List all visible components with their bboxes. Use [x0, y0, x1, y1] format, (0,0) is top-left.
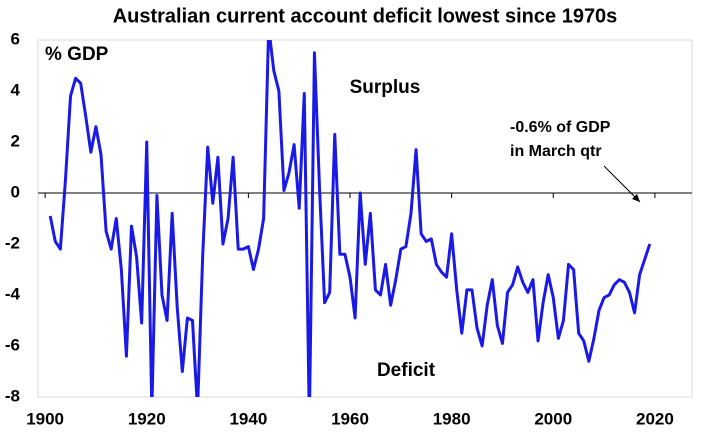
x-tick-label: 1920 [128, 409, 166, 428]
plot-area [48, 40, 652, 397]
x-tick-label: 1940 [229, 409, 267, 428]
y-tick-label: -8 [5, 386, 20, 405]
y-tick-label: -4 [5, 284, 21, 303]
x-tick-label: 2020 [636, 409, 674, 428]
y-tick-label: 0 [11, 182, 20, 201]
y-tick-label: 4 [11, 80, 21, 99]
data-line [48, 40, 652, 397]
y-tick-label: 2 [11, 131, 20, 150]
x-tick-label: 1960 [331, 409, 369, 428]
y-axis-label: % GDP [45, 44, 109, 65]
x-tick-label: 2000 [534, 409, 572, 428]
chart-title: Australian current account deficit lowes… [113, 5, 618, 27]
annotation: -0.6% of GDP [510, 119, 611, 136]
y-tick-label: 6 [11, 29, 20, 48]
annotation: in March qtr [510, 143, 602, 160]
y-tick-label: -6 [5, 335, 20, 354]
annotation-arrow [603, 165, 641, 203]
annotation: Surplus [350, 77, 421, 98]
x-tick-label: 1900 [26, 409, 64, 428]
x-tick-label: 1980 [433, 409, 471, 428]
plot-frame [37, 39, 693, 398]
annotation: Deficit [377, 360, 436, 381]
y-tick-label: -2 [5, 233, 20, 252]
arrow-head [632, 194, 640, 202]
